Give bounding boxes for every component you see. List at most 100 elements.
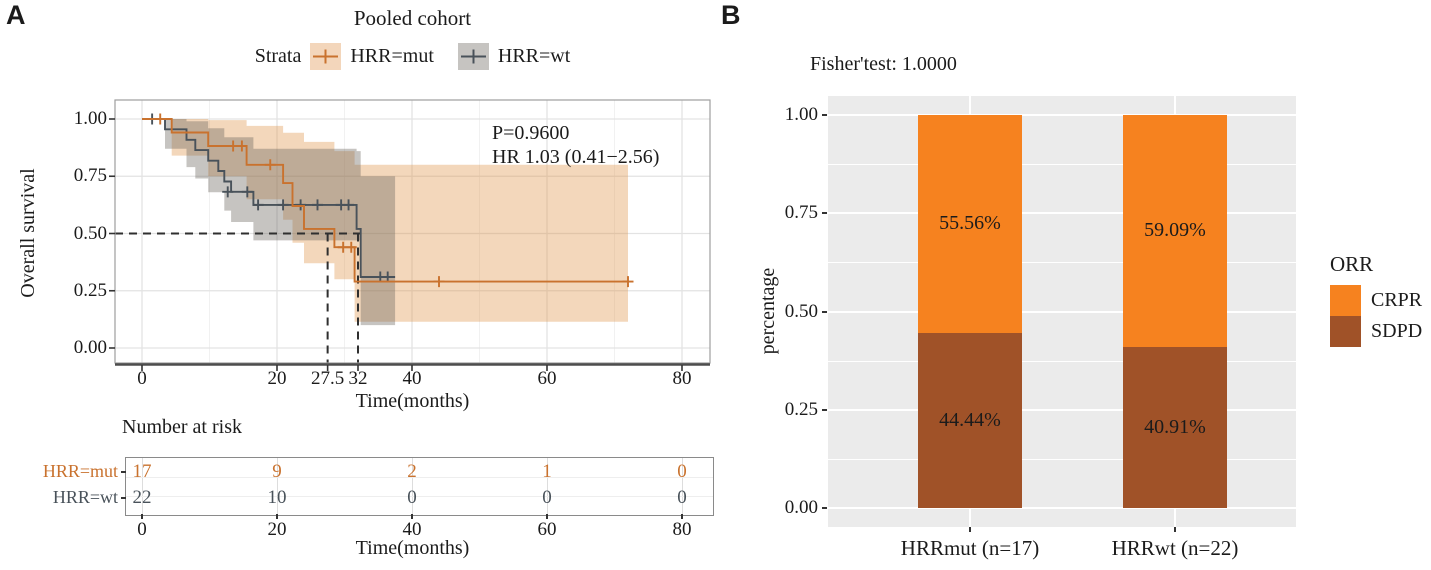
bar-major-gridline (828, 114, 1296, 116)
bar-plot-area: 55.56% 44.44% 59.09% 40.91% (828, 96, 1296, 527)
bar-y-tick-label: 0.75 (784, 202, 818, 224)
bar-value-label-sdpd: 40.91% (1144, 415, 1206, 438)
risk-table-gridline (412, 458, 413, 515)
bar-legend-swatch-sdpd (1330, 316, 1361, 347)
bar-y-tick-label: 0.50 (784, 300, 818, 322)
km-title: Pooled cohort (353, 6, 472, 30)
km-confidence-band-hrr-wt (142, 119, 396, 326)
risk-row-label-hrr-wt: HRR=wt (52, 487, 118, 507)
bar-y-tick-mark (822, 408, 827, 411)
risk-value: 0 (407, 487, 417, 508)
bar-legend: ORR CRPR SDPD (1330, 252, 1422, 347)
km-y-tick-label: 0.00 (73, 337, 107, 358)
bar-major-gridline (828, 507, 1296, 509)
bar-y-tick-label: 0.25 (784, 398, 818, 420)
km-legend-title: Strata (254, 44, 302, 67)
bar-y-tick-label: 1.00 (784, 104, 818, 125)
bar-y-tick-mark (822, 310, 827, 313)
km-x-tick-label: 27.5 (311, 368, 345, 389)
bar-category-hrrmut: HRRmut (n=17) (900, 536, 1040, 560)
km-x-axis-title: Time(months) (355, 390, 470, 412)
bar-y-tick-mark (822, 507, 827, 509)
bar-y-tick-mark (822, 212, 827, 215)
risk-table-box (125, 457, 714, 516)
risk-axis-tick-mark (681, 514, 683, 519)
km-panel-border (114, 99, 711, 364)
km-x-tick-label: 40 (402, 368, 422, 389)
risk-row-tick (121, 471, 126, 473)
bar-y-axis-title: percentage (757, 267, 779, 355)
bar-legend-label-crpr: CRPR (1371, 289, 1423, 311)
risk-axis-tick-label: 20 (267, 519, 287, 540)
risk-table-gridline (142, 458, 143, 515)
bar-minor-gridline (828, 164, 1296, 166)
panel-a: A Pooled cohort Strata HRR=mut HRR=wt 1.… (6, 0, 714, 559)
bar-legend-label-sdpd: SDPD (1371, 320, 1423, 342)
risk-table-gridline (126, 477, 713, 478)
risk-row-tick (121, 497, 126, 499)
km-legend-swatch-hrr-wt (457, 42, 489, 70)
bar-value-label-crpr: 55.56% (939, 212, 1001, 235)
risk-value: 22 (132, 487, 152, 508)
risk-value: 2 (407, 461, 417, 482)
bar-segment-sdpd (918, 333, 1022, 508)
bar-y-tick-label: 0.00 (784, 497, 818, 518)
bar-major-gridline (828, 408, 1296, 411)
bar-value-label-sdpd: 44.44% (939, 408, 1001, 431)
risk-axis-tick-mark (546, 514, 548, 519)
risk-table-gridline (126, 496, 713, 497)
risk-value: 0 (542, 487, 552, 508)
risk-table-gridline (277, 458, 278, 515)
km-x-tick-label: 32 (348, 368, 368, 389)
risk-axis-tick-mark (141, 514, 143, 519)
risk-value: 9 (272, 461, 282, 482)
risk-x-axis-title: Time(months) (355, 537, 470, 559)
risk-table-gridline (547, 458, 548, 515)
km-x-tick-label: 80 (672, 368, 692, 389)
km-x-tick-label: 20 (267, 368, 287, 389)
bar-minor-gridline (828, 360, 1296, 362)
km-legend-label-hrr-mut: HRR=mut (350, 44, 434, 67)
km-plot-svg (109, 99, 711, 371)
risk-axis-tick-label: 0 (137, 519, 147, 540)
bar-legend-swatch-crpr (1330, 285, 1361, 316)
km-y-tick-label: 1.00 (73, 108, 107, 129)
bar-major-gridline (828, 212, 1296, 215)
risk-table-gridline (682, 458, 683, 515)
risk-axis-tick-label: 60 (537, 519, 557, 540)
km-legend: Strata HRR=mut HRR=wt (115, 40, 710, 72)
km-confidence-band-hrr-mut (142, 119, 628, 322)
km-x-tick-label: 0 (137, 368, 147, 389)
bar-y-tick-mark (822, 114, 827, 116)
bar-segment-crpr (1123, 115, 1227, 348)
risk-value: 0 (677, 461, 687, 482)
bar-value-label-crpr: 59.09% (1144, 219, 1206, 242)
km-legend-swatch-hrr-mut (310, 42, 342, 70)
bar-minor-gridline (828, 262, 1296, 264)
km-y-tick-label: 0.75 (73, 165, 107, 187)
km-y-tick-label: 0.50 (73, 222, 107, 244)
bar-legend-title: ORR (1330, 252, 1374, 276)
risk-axis-tick-label: 80 (672, 519, 692, 540)
km-y-tick-label: 0.25 (73, 279, 107, 301)
bar-segment-crpr (918, 115, 1022, 334)
km-x-tick-label: 60 (537, 368, 557, 389)
bar-title: Fisher'test: 1.0000 (810, 53, 957, 75)
risk-value: 10 (267, 487, 287, 508)
risk-row-label-hrr-mut: HRR=mut (42, 461, 118, 481)
km-curve-hrr-wt (142, 118, 396, 278)
panel-a-letter: A (6, 0, 26, 30)
bar-category-hrrwt: HRRwt (n=22) (1111, 536, 1239, 560)
risk-table-title: Number at risk (122, 416, 242, 438)
risk-value: 0 (677, 487, 687, 508)
panel-b-letter: B (721, 0, 741, 30)
risk-axis-tick-label: 40 (402, 519, 422, 540)
risk-axis-tick-mark (411, 514, 413, 519)
km-censor-marks-hrr-mut (154, 113, 634, 288)
risk-axis-tick-mark (276, 514, 278, 519)
km-hazard-ratio: HR 1.03 (0.41−2.56) (492, 146, 660, 168)
bar-minor-gridline (828, 458, 1296, 460)
km-annotation: P=0.9600 HR 1.03 (0.41−2.56) (492, 121, 659, 169)
km-legend-label-hrr-wt: HRR=wt (497, 44, 571, 67)
